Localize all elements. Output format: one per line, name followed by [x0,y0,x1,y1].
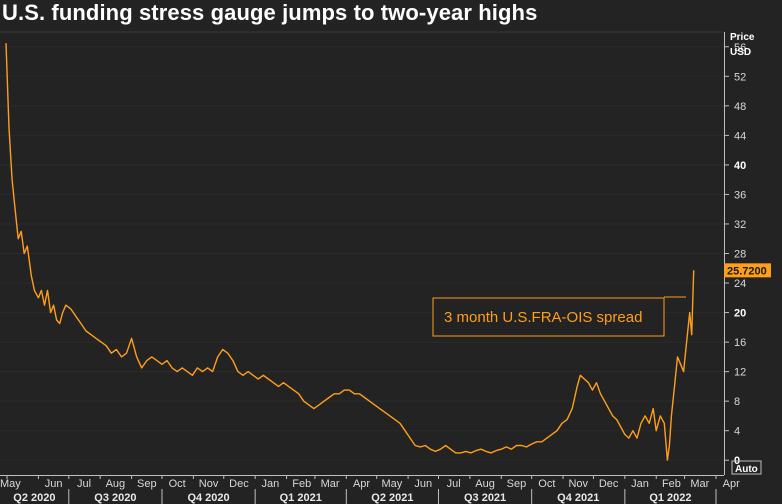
x-axis-ticks: May Jun Jul Aug Sep Oct Nov Dec Jan Feb Mar Apr May J… [0,475,740,490]
x-tick-label: Apr [723,478,740,490]
x-tick-label: Jun [45,478,63,490]
x-tick-label: May [0,478,21,490]
x-quarter-label: Q3 2021 [464,492,506,504]
x-quarter-label: Q1 2022 [649,492,691,504]
annotation-box [432,297,665,337]
x-tick-label: Jul [77,478,91,490]
x-tick-label: Aug [106,478,126,490]
quarter-labels: Q2 2020 Q3 2020 Q4 2020 Q1 2021 Q2 2021 Q3 20… [13,489,717,504]
y-axis-currency-label: USD [730,47,751,58]
y-tick-label: 52 [734,71,746,83]
x-tick-label: Sep [137,478,157,490]
y-tick-label: 20 [734,308,746,320]
y-tick-label: 48 [734,101,746,113]
y-tick-label: 36 [734,189,746,201]
y-tick-label: 4 [734,426,740,438]
auto-scale-button-label[interactable]: Auto [735,464,758,475]
x-tick-label: Aug [475,478,495,490]
auto-scale-button-border[interactable] [731,460,762,475]
y-tick-label: 8 [734,396,740,408]
x-quarter-label: Q2 2020 [13,492,55,504]
x-tick-label: May [382,478,403,490]
x-tick-label: Mar [690,478,709,490]
x-quarter-label: Q4 2020 [187,492,229,504]
auto-scale-button[interactable]: Auto [731,460,762,475]
y-tick-label: 44 [734,130,746,142]
chart-title: U.S. funding stress gauge jumps to two-y… [2,0,538,25]
x-tick-label: Oct [169,478,186,490]
x-tick-label: Nov [199,478,219,490]
x-tick-label: Jul [447,478,461,490]
y-tick-label: 16 [734,337,746,349]
x-tick-label: Sep [507,478,527,490]
y-tick-label: 28 [734,249,746,261]
chart-gridlines [0,46,724,461]
x-quarter-label: Q1 2021 [280,492,322,504]
x-tick-label: Jan [261,478,279,490]
series-annotation: 3 month U.S.FRA-OIS spread [432,296,686,337]
x-tick-label: Jun [414,478,432,490]
last-value-text: 25.7200 [727,265,767,277]
x-tick-label: Feb [292,478,311,490]
y-tick-label: 32 [734,219,746,231]
last-value-badge: 25.7200 [724,263,771,278]
annotation-text: 3 month U.S.FRA-OIS spread [444,309,642,326]
y-axis-price-label: Price [730,32,755,43]
x-tick-label: Feb [662,478,681,490]
y-tick-label: 24 [734,278,746,290]
x-quarter-label: Q3 2020 [94,492,136,504]
x-tick-label: Apr [353,478,370,490]
x-quarter-label: Q2 2021 [371,492,413,504]
y-tick-label: 40 [734,160,746,172]
last-value-badge-bg [724,263,771,278]
x-tick-label: Dec [599,478,619,490]
x-tick-label: Nov [568,478,588,490]
x-quarter-label: Q4 2021 [557,492,599,504]
series-line-fra-ois[interactable] [5,43,695,461]
x-tick-label: Dec [229,478,249,490]
x-tick-label: Jan [631,478,649,490]
x-tick-label: Oct [538,478,555,490]
x-tick-label: Mar [321,478,340,490]
y-tick-label: 56 [734,42,746,54]
y-tick-label: 12 [734,367,746,379]
